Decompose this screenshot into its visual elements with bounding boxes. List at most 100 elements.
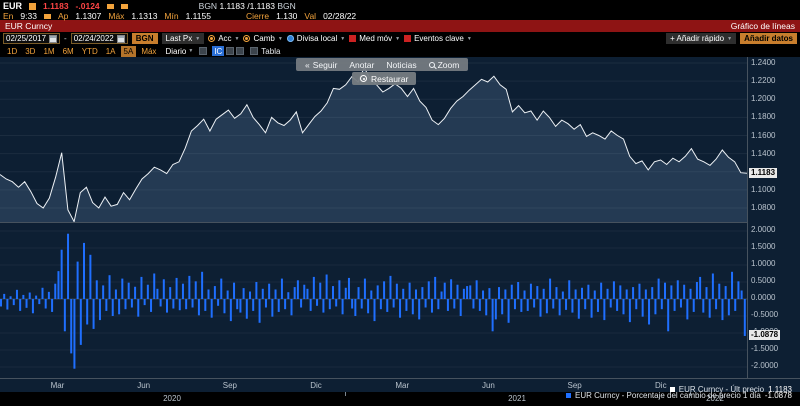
low-value: 1.1155	[185, 11, 211, 21]
date-from-field[interactable]: 02/25/2017	[3, 33, 61, 44]
price-tick-label: 1.1400	[751, 148, 776, 158]
line-chart-icon[interactable]	[226, 47, 235, 55]
track-label: Seguir	[312, 59, 338, 70]
edit-label: Camb	[253, 34, 275, 43]
chart-mini-icon	[106, 3, 114, 9]
calendar-icon[interactable]	[116, 34, 125, 43]
period-1d[interactable]: 1D	[7, 46, 18, 56]
security-type-icon	[29, 2, 37, 10]
security-title: EUR Curncy	[5, 21, 53, 31]
right-price-axis: 1.24001.22001.20001.18001.16001.14001.12…	[747, 57, 800, 378]
percent-tick-label: -2.0000	[751, 361, 779, 370]
price-legend-value: 1.1183	[768, 385, 792, 394]
valuedate-label: Val	[304, 11, 317, 21]
globe-icon	[286, 35, 294, 42]
time-label: En	[3, 11, 14, 21]
year-tick-label: 2020	[163, 394, 181, 403]
calendar-icon[interactable]	[49, 34, 58, 43]
date-to-value: 02/24/2022	[73, 34, 114, 43]
high-label: Máx	[108, 11, 125, 21]
period-máx[interactable]: Máx	[141, 46, 157, 56]
high-value: 1.1313	[131, 11, 158, 21]
percent-change-panel[interactable]	[0, 222, 747, 378]
chevron-down-icon: ▼	[188, 48, 194, 54]
edit-menu[interactable]: Camb ▼	[243, 34, 283, 43]
table-label: Tabla	[261, 46, 281, 56]
quote-line-2: En 9:33 Ap 1.1307 Máx 1.1313 Mín 1.1155 …	[3, 11, 797, 21]
open-value: 1.1307	[75, 11, 102, 21]
period-6m[interactable]: 6M	[62, 46, 74, 56]
month-tick-label: Sep	[567, 381, 582, 390]
bid-ask-quote: BGN 1.1183 /1.1183 BGN	[199, 1, 296, 11]
moving-average-dropdown[interactable]: Med móv ▼	[349, 34, 400, 43]
month-tick-label: Jun	[137, 381, 151, 390]
chevron-down-icon: ▼	[195, 35, 201, 42]
key-events-icon	[404, 35, 412, 42]
restore-button[interactable]: Restaurar	[352, 72, 417, 85]
period-5a[interactable]: 5A	[120, 45, 137, 57]
price-tick-label: 1.2200	[751, 76, 776, 86]
grid-mini-icon	[120, 3, 128, 9]
bid-price: 1.1183	[219, 1, 245, 11]
currency-dropdown[interactable]: Divisa local ▼	[286, 34, 345, 43]
period-ytd[interactable]: YTD	[81, 46, 98, 56]
period-1a[interactable]: 1A	[105, 46, 116, 56]
key-events-dropdown[interactable]: Eventos clave ▼	[404, 34, 472, 43]
month-tick-label: Sep	[222, 381, 237, 390]
percent-tick-label: 1.5000	[751, 242, 776, 251]
price-panel[interactable]	[0, 57, 748, 224]
price-legend: EUR Curncy - Últ precio 1.1183	[669, 385, 792, 394]
price-source-button[interactable]: BGN	[131, 33, 158, 44]
add-quick-button[interactable]: + Añadir rápido ▼	[666, 33, 737, 44]
percent-tick-label: 0.0000	[751, 293, 776, 302]
add-data-button[interactable]: Añadir datos	[740, 33, 797, 44]
actions-label: Acc	[218, 34, 232, 43]
magnifier-icon	[428, 61, 435, 68]
currency-label: Divisa local	[296, 34, 338, 43]
ask-source: BGN	[277, 1, 296, 11]
last-percent-tag: -1.0878	[749, 329, 781, 340]
news-tool[interactable]: Noticias	[386, 60, 416, 70]
table-button[interactable]: Tabla	[250, 47, 280, 56]
chevron-down-icon: ▼	[727, 35, 733, 42]
price-tick-label: 1.2400	[751, 58, 776, 67]
chevron-down-icon: ▼	[234, 35, 240, 42]
price-legend-label: EUR Curncy - Últ precio	[678, 385, 765, 394]
period-3d[interactable]: 3D	[25, 46, 36, 56]
percent-bar-chart[interactable]	[0, 223, 747, 379]
function-name: Gráfico de líneas	[730, 21, 795, 31]
candle-chart-button[interactable]: IC	[212, 46, 225, 56]
zoom-label: Zoom	[437, 59, 460, 70]
frequency-dropdown[interactable]: Diario ▼	[165, 47, 193, 56]
bar-chart-icon[interactable]	[236, 47, 245, 55]
security-symbol: EUR	[3, 1, 23, 11]
year-boundary-tick	[689, 392, 691, 396]
time-value: 9:33	[20, 11, 37, 21]
flash-icon	[43, 13, 51, 19]
actions-menu[interactable]: Acc ▼	[208, 34, 239, 43]
price-line-chart[interactable]	[0, 57, 748, 224]
track-tool[interactable]: « Seguir	[305, 60, 337, 70]
chart-type-icon[interactable]	[199, 47, 208, 55]
chevrons-icon: «	[305, 59, 310, 70]
table-icon	[250, 47, 259, 55]
period-1m[interactable]: 1M	[43, 46, 55, 56]
year-boundary-tick	[344, 392, 346, 396]
zoom-tool[interactable]: Zoom	[428, 59, 460, 70]
quote-header: EUR 1.1183 -.0124 BGN 1.1183 /1.1183 BGN…	[0, 0, 800, 21]
month-tick-label: Jun	[481, 381, 495, 390]
price-type-dropdown[interactable]: Last Px ▼	[161, 33, 205, 44]
period-buttons: 1D 3D 1M 6M YTD 1A 5A Máx	[4, 45, 159, 57]
gear-icon	[208, 35, 216, 42]
month-axis: Mar Jun Sep Dic Mar Jun Sep Dic	[0, 378, 800, 392]
date-to-field[interactable]: 02/24/2022	[70, 33, 128, 44]
annotate-tool[interactable]: Anotar	[349, 60, 374, 70]
ask-price: /1.1183	[247, 1, 275, 11]
key-events-label: Eventos clave	[414, 34, 464, 43]
year-axis: 2020 2021 2022	[0, 392, 800, 406]
price-tick-label: 1.1000	[751, 184, 776, 194]
series-marker-icon	[565, 393, 571, 398]
date-from-value: 02/25/2017	[6, 34, 47, 43]
chevron-down-icon: ▼	[277, 35, 283, 42]
